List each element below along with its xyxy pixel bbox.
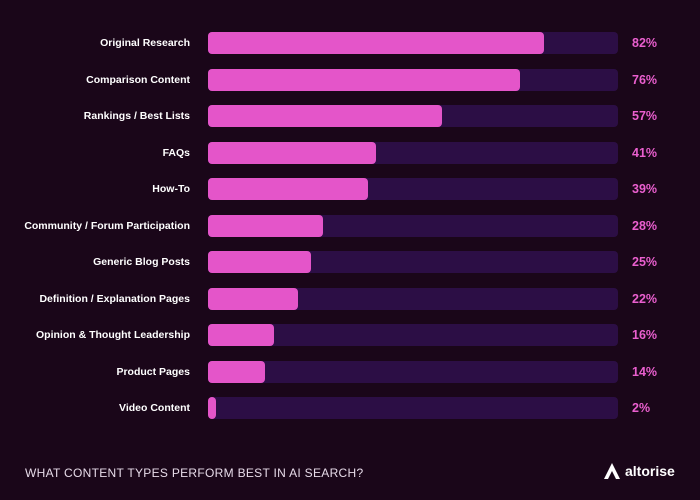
bar (208, 68, 520, 91)
value-label: 14% (632, 364, 658, 379)
value-label: 25% (632, 255, 658, 269)
category-label: Original Research (100, 37, 190, 49)
bar (208, 178, 368, 200)
value-label: 28% (632, 218, 658, 233)
value-label: 39% (632, 182, 658, 196)
bar-track (208, 360, 618, 383)
value-label: 82% (632, 36, 658, 50)
value-label: 22% (632, 291, 658, 306)
bar-track (208, 105, 618, 127)
bar-track (208, 178, 618, 200)
category-label: Comparison Content (86, 73, 190, 86)
brand-name: altorise (625, 463, 675, 479)
bar (208, 324, 274, 346)
altorise-logo-icon (604, 463, 620, 479)
bar-track (208, 68, 618, 91)
category-label: Video Content (119, 402, 190, 414)
value-label: 16% (632, 328, 658, 342)
bar (208, 105, 442, 127)
bar (208, 141, 377, 164)
bar (208, 32, 545, 54)
bar-track (208, 324, 618, 346)
bar (208, 251, 311, 273)
bar-track (208, 141, 618, 164)
category-label: Community / Forum Participation (24, 219, 190, 232)
category-label: How-To (152, 183, 190, 195)
bar-track (208, 287, 618, 310)
bar (208, 287, 299, 310)
brand-logo: altorise (603, 459, 675, 483)
category-label: Opinion & Thought Leadership (36, 329, 190, 341)
chart-title: WHAT CONTENT TYPES PERFORM BEST IN AI SE… (25, 466, 364, 480)
bar (208, 397, 217, 419)
bar (208, 360, 266, 383)
category-label: Generic Blog Posts (93, 256, 190, 268)
category-label: Rankings / Best Lists (83, 110, 190, 122)
bar (208, 214, 323, 237)
value-label: 57% (632, 109, 658, 123)
category-label: FAQs (162, 146, 190, 159)
bar-track (208, 32, 618, 54)
category-label: Definition / Explanation Pages (39, 292, 190, 305)
bar-track (208, 251, 618, 273)
category-label: Product Pages (116, 365, 190, 378)
value-label: 76% (632, 72, 658, 87)
value-label: 41% (632, 145, 658, 160)
bar-track (208, 214, 618, 237)
value-label: 2% (632, 401, 651, 415)
bar-track (208, 397, 618, 419)
